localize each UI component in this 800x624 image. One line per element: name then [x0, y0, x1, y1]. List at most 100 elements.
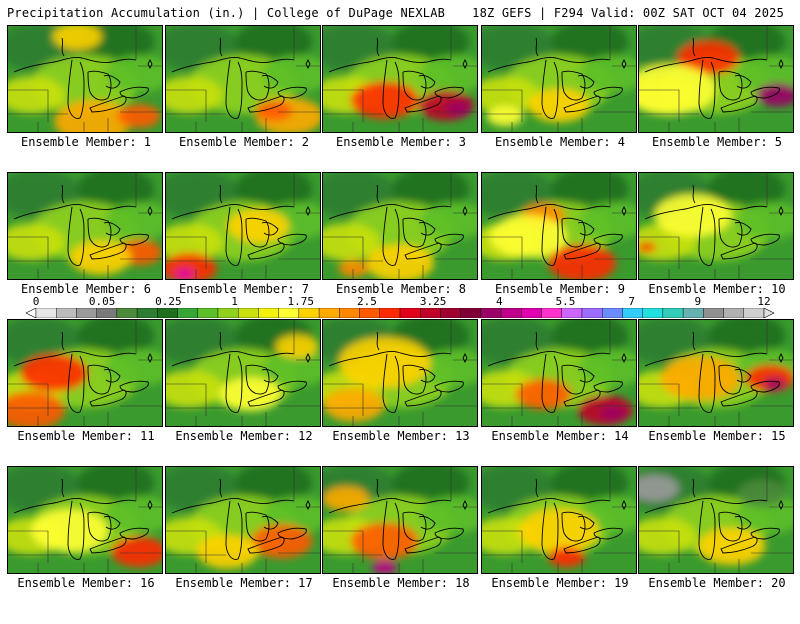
colorbar-swatch	[339, 308, 360, 318]
member-caption: Ensemble Member: 18	[332, 576, 470, 590]
precip-map	[638, 466, 794, 574]
colorbar-swatch	[602, 308, 623, 318]
colorbar-tick-label: 0	[32, 295, 40, 308]
ensemble-panel: Ensemble Member: 7	[165, 172, 323, 330]
member-caption: Ensemble Member: 5	[651, 135, 783, 149]
colorbar-swatch	[35, 308, 57, 318]
ensemble-panel: Ensemble Member: 4	[481, 25, 639, 183]
colorbar-tick-label: 4	[495, 295, 503, 308]
colorbar-tick-label: 5.5	[555, 295, 576, 308]
precip-map	[7, 25, 163, 133]
precip-map	[322, 25, 478, 133]
precip-map	[638, 25, 794, 133]
colorbar-swatch	[238, 308, 259, 318]
member-caption: Ensemble Member: 7	[178, 282, 310, 296]
ensemble-panel: Ensemble Member: 9	[481, 172, 639, 330]
ensemble-panel: Ensemble Member: 17	[165, 466, 323, 624]
precip-map	[638, 172, 794, 280]
colorbar-swatch	[177, 308, 198, 318]
colorbar-swatch	[258, 308, 279, 318]
colorbar-tick-label: 12	[757, 295, 771, 308]
precip-map	[7, 466, 163, 574]
ensemble-panel: Ensemble Member: 19	[481, 466, 639, 624]
colorbar-tick-label: 1.75	[287, 295, 314, 308]
colorbar-swatch	[682, 308, 704, 318]
member-caption: Ensemble Member: 9	[494, 282, 626, 296]
colorbar-tick-label: 1	[231, 295, 238, 308]
member-caption: Ensemble Member: 12	[175, 429, 313, 443]
precip-map	[322, 466, 478, 574]
ensemble-panel: Ensemble Member: 10	[638, 172, 796, 330]
page-title: Precipitation Accumulation (in.) | Colle…	[7, 6, 446, 20]
ensemble-panel: Ensemble Member: 3	[322, 25, 480, 183]
colorbar-swatch	[136, 308, 158, 318]
precip-map	[322, 319, 478, 427]
colorbar-swatch	[440, 308, 461, 318]
colorbar-swatch	[318, 308, 340, 318]
colorbar-swatch	[157, 308, 178, 318]
ensemble-panel: Ensemble Member: 13	[322, 319, 480, 477]
colorbar-swatch	[278, 308, 300, 318]
colorbar-swatch	[359, 308, 380, 318]
member-caption: Ensemble Member: 17	[175, 576, 313, 590]
colorbar-swatch	[581, 308, 603, 318]
colorbar-swatch	[662, 308, 684, 318]
ensemble-panel: Ensemble Member: 20	[638, 466, 796, 624]
precip-colorbar: 0 0.05 0.25 1 1.75 2.5 3.25 4 5.5 7 9 12	[0, 295, 800, 319]
colorbar-tick-label: 7	[628, 295, 635, 308]
member-caption: Ensemble Member: 16	[17, 576, 155, 590]
colorbar-swatch	[743, 308, 765, 318]
ensemble-panel: Ensemble Member: 18	[322, 466, 480, 624]
colorbar-swatch	[197, 308, 219, 318]
colorbar-swatch	[480, 308, 502, 318]
member-caption: Ensemble Member: 10	[648, 282, 786, 296]
colorbar-swatch	[541, 308, 562, 318]
member-caption: Ensemble Member: 8	[335, 282, 467, 296]
colorbar-swatch	[217, 308, 239, 318]
ensemble-panel: Ensemble Member: 8	[322, 172, 480, 330]
precip-map	[165, 25, 321, 133]
member-caption: Ensemble Member: 11	[17, 429, 155, 443]
colorbar-tick-label: 0.05	[88, 295, 116, 308]
colorbar-swatch	[399, 308, 421, 318]
colorbar-swatch	[96, 308, 118, 318]
run-info: 18Z GEFS | F294 Valid: 00Z SAT OCT 04 20…	[472, 6, 784, 20]
colorbar-swatch	[76, 308, 97, 318]
colorbar-swatch	[379, 308, 401, 318]
precip-map	[481, 466, 637, 574]
precip-map	[322, 172, 478, 280]
member-caption: Ensemble Member: 1	[20, 135, 152, 149]
ensemble-panel: Ensemble Member: 16	[7, 466, 165, 624]
colorbar-tick-label: 0.25	[155, 295, 182, 308]
member-caption: Ensemble Member: 13	[332, 429, 470, 443]
ensemble-panel: Ensemble Member: 14	[481, 319, 639, 477]
ensemble-panel: Ensemble Member: 15	[638, 319, 796, 477]
member-caption: Ensemble Member: 2	[178, 135, 310, 149]
colorbar-swatch	[521, 308, 542, 318]
member-caption: Ensemble Member: 19	[491, 576, 629, 590]
member-caption: Ensemble Member: 3	[335, 135, 467, 149]
precip-map	[165, 466, 321, 574]
colorbar-swatch	[622, 308, 643, 318]
precip-map	[7, 172, 163, 280]
ensemble-panel: Ensemble Member: 5	[638, 25, 796, 183]
ensemble-panel: Ensemble Member: 6	[7, 172, 165, 330]
precip-map	[165, 172, 321, 280]
colorbar-swatch	[298, 308, 320, 318]
ensemble-panel: Ensemble Member: 1	[7, 25, 165, 183]
colorbar-swatch	[500, 308, 522, 318]
ensemble-panel: Ensemble Member: 12	[165, 319, 323, 477]
colorbar-swatches	[25, 308, 775, 318]
precip-map	[7, 319, 163, 427]
colorbar-swatch	[703, 308, 724, 318]
precip-map	[481, 319, 637, 427]
precip-map	[638, 319, 794, 427]
colorbar-swatch	[642, 308, 664, 318]
colorbar-swatch	[723, 308, 744, 318]
colorbar-swatch	[561, 308, 583, 318]
precip-map	[481, 172, 637, 280]
member-caption: Ensemble Member: 6	[20, 282, 152, 296]
precip-map	[481, 25, 637, 133]
colorbar-swatch	[420, 308, 441, 318]
colorbar-tick-label: 9	[694, 295, 702, 308]
